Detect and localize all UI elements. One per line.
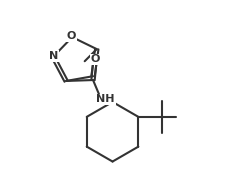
Text: O: O — [66, 31, 76, 41]
Text: O: O — [91, 54, 100, 64]
Text: NH: NH — [96, 94, 115, 104]
Text: N: N — [49, 51, 59, 61]
